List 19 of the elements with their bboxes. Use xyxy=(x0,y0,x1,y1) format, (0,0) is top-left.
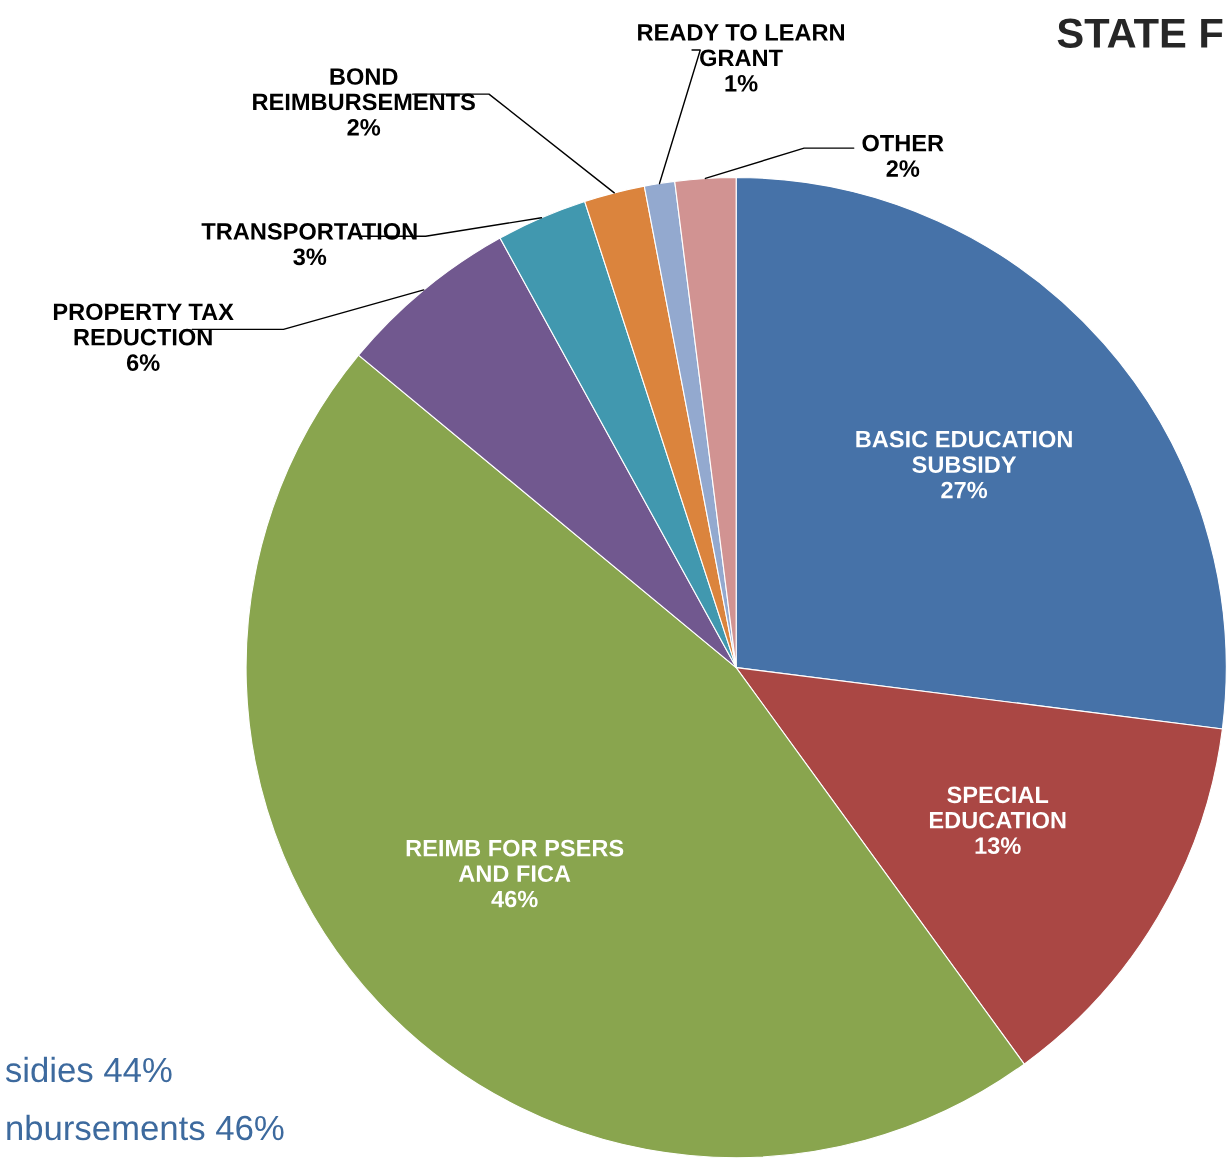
slice-label: OTHER xyxy=(862,134,944,152)
data-label: 2% xyxy=(886,160,920,177)
slice-label: BOND REIMBURSEMENTS xyxy=(253,68,475,111)
data-label: 3% xyxy=(293,248,327,266)
data-label: 46% xyxy=(491,890,538,908)
slice-label: TRANSPORTATION xyxy=(201,223,417,240)
data-label: 1% xyxy=(725,74,758,92)
chart-title: STATE F xyxy=(1057,18,1223,49)
text: sidies 44% xyxy=(5,1056,172,1083)
slice-label: BASIC EDUCATION SUBSIDY xyxy=(856,430,1072,473)
slice-label: READY TO LEARN GRANT xyxy=(638,24,844,67)
data-label: 2% xyxy=(347,119,381,136)
text: nbursements 46% xyxy=(7,1114,284,1141)
data-label: 6% xyxy=(126,354,160,371)
data-label: 13% xyxy=(975,837,1021,855)
slice-label: PROPERTY TAX REDUCTION xyxy=(53,303,234,346)
data-label: 27% xyxy=(941,481,988,499)
slice-label: SPECIAL EDUCATION xyxy=(929,786,1066,829)
slice-label: REIMB FOR PSERS AND FICA xyxy=(406,839,624,882)
